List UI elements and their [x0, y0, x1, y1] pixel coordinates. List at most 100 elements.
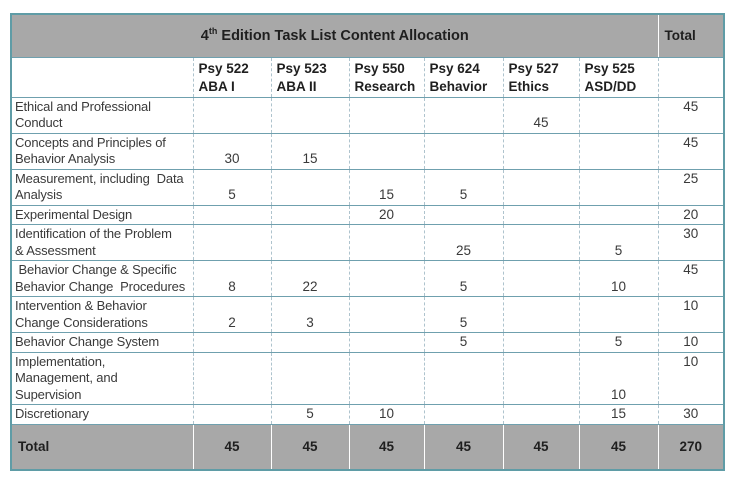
- value-cell: [192, 351, 271, 405]
- value-cell: [270, 351, 349, 405]
- value-cell: [502, 204, 579, 225]
- row-label: Behavior Change & Specific Behavior Chan…: [11, 260, 193, 297]
- table-row: Behavior Change & Specific Behavior Chan…: [11, 260, 725, 297]
- total-subheader-empty: [657, 56, 725, 97]
- course-name: Behavior: [429, 78, 488, 94]
- value-cell: [192, 96, 271, 133]
- value-cell: [423, 204, 503, 225]
- table-row: Implementation, Management, and Supervis…: [11, 351, 725, 405]
- column-total-cell: 45: [423, 423, 503, 470]
- table-row: Experimental Design 20 20: [11, 204, 725, 225]
- value-cell: [423, 96, 503, 133]
- column-total-cell: 45: [192, 423, 271, 470]
- value-cell: 15: [270, 132, 349, 169]
- row-label: Identification of the Problem & Assessme…: [11, 224, 193, 261]
- row-total-cell: 10: [657, 351, 725, 405]
- value-cell: 22: [270, 260, 349, 297]
- course-code: Psy 523: [276, 60, 327, 76]
- value-cell: [578, 296, 659, 333]
- column-header-row: Psy 522 ABA I Psy 523 ABA II Psy 550 Research…: [11, 56, 725, 97]
- value-cell: [270, 168, 349, 205]
- value-cell: [502, 332, 579, 352]
- column-header-psy-523: Psy 523 ABA II: [270, 56, 349, 97]
- row-total-cell: 45: [657, 96, 725, 133]
- value-cell: [192, 204, 271, 225]
- totals-row-label: Total: [11, 423, 193, 470]
- course-code: Psy 550: [354, 60, 405, 76]
- value-cell: 25: [423, 224, 503, 261]
- row-label: Behavior Change System: [11, 332, 193, 352]
- course-name: Research: [354, 78, 416, 94]
- value-cell: 3: [270, 296, 349, 333]
- value-cell: 5: [423, 168, 503, 205]
- value-cell: [502, 260, 579, 297]
- value-cell: [270, 204, 349, 225]
- course-name: Ethics: [508, 78, 550, 94]
- table-row: Measurement, including Data Analysis 5 15 5…: [11, 168, 725, 205]
- value-cell: [502, 168, 579, 205]
- row-label: Implementation, Management, and Supervis…: [11, 351, 193, 405]
- value-cell: [192, 224, 271, 261]
- table-row: Behavior Change System 5 5 10: [11, 332, 725, 352]
- column-header-psy-527: Psy 527 Ethics: [502, 56, 579, 97]
- row-total-cell: 10: [657, 332, 725, 352]
- value-cell: 8: [192, 260, 271, 297]
- course-code: Psy 527: [508, 60, 559, 76]
- value-cell: 15: [348, 168, 424, 205]
- grand-total-cell: 270: [657, 423, 725, 470]
- value-cell: 5: [578, 332, 659, 352]
- value-cell: 20: [348, 204, 424, 225]
- total-column-header: Total: [657, 13, 725, 57]
- table-row: Identification of the Problem & Assessme…: [11, 224, 725, 261]
- totals-row: Total 45 45 45 45 45 45 270: [11, 423, 725, 470]
- value-cell: [423, 404, 503, 424]
- course-name: ASD/DD: [584, 78, 637, 94]
- task-list-allocation-table: 4th Edition Task List Content Allocation…: [10, 13, 726, 471]
- row-label: Ethical and Professional Conduct: [11, 96, 193, 133]
- row-total-cell: 25: [657, 168, 725, 205]
- value-cell: [578, 132, 659, 169]
- column-total-cell: 45: [348, 423, 424, 470]
- value-cell: [423, 351, 503, 405]
- value-cell: 5: [423, 332, 503, 352]
- value-cell: [270, 332, 349, 352]
- value-cell: 5: [578, 224, 659, 261]
- value-cell: [578, 96, 659, 133]
- row-total-cell: 20: [657, 204, 725, 225]
- column-total-cell: 45: [502, 423, 579, 470]
- row-total-cell: 30: [657, 224, 725, 261]
- value-cell: [348, 224, 424, 261]
- row-total-cell: 30: [657, 404, 725, 424]
- course-name: ABA I: [198, 78, 235, 94]
- value-cell: [423, 132, 503, 169]
- row-label: Measurement, including Data Analysis: [11, 168, 193, 205]
- column-header-psy-522: Psy 522 ABA I: [192, 56, 271, 97]
- value-cell: [578, 168, 659, 205]
- row-label: Intervention & Behavior Change Considera…: [11, 296, 193, 333]
- row-label: Experimental Design: [11, 204, 193, 225]
- course-code: Psy 525: [584, 60, 635, 76]
- row-total-cell: 45: [657, 132, 725, 169]
- value-cell: [502, 132, 579, 169]
- value-cell: [502, 296, 579, 333]
- value-cell: 45: [502, 96, 579, 133]
- value-cell: [348, 296, 424, 333]
- value-cell: 5: [270, 404, 349, 424]
- column-total-cell: 45: [578, 423, 659, 470]
- table-title: 4th Edition Task List Content Allocation: [11, 13, 659, 57]
- value-cell: [502, 224, 579, 261]
- row-label: Discretionary: [11, 404, 193, 424]
- value-cell: 5: [423, 260, 503, 297]
- column-header-psy-550: Psy 550 Research: [348, 56, 424, 97]
- value-cell: 5: [423, 296, 503, 333]
- value-cell: 2: [192, 296, 271, 333]
- value-cell: [348, 351, 424, 405]
- column-header-psy-624: Psy 624 Behavior: [423, 56, 503, 97]
- value-cell: 10: [578, 260, 659, 297]
- course-code: Psy 522: [198, 60, 249, 76]
- value-cell: 10: [578, 351, 659, 405]
- row-total-cell: 10: [657, 296, 725, 333]
- row-total-cell: 45: [657, 260, 725, 297]
- value-cell: 30: [192, 132, 271, 169]
- value-cell: [192, 404, 271, 424]
